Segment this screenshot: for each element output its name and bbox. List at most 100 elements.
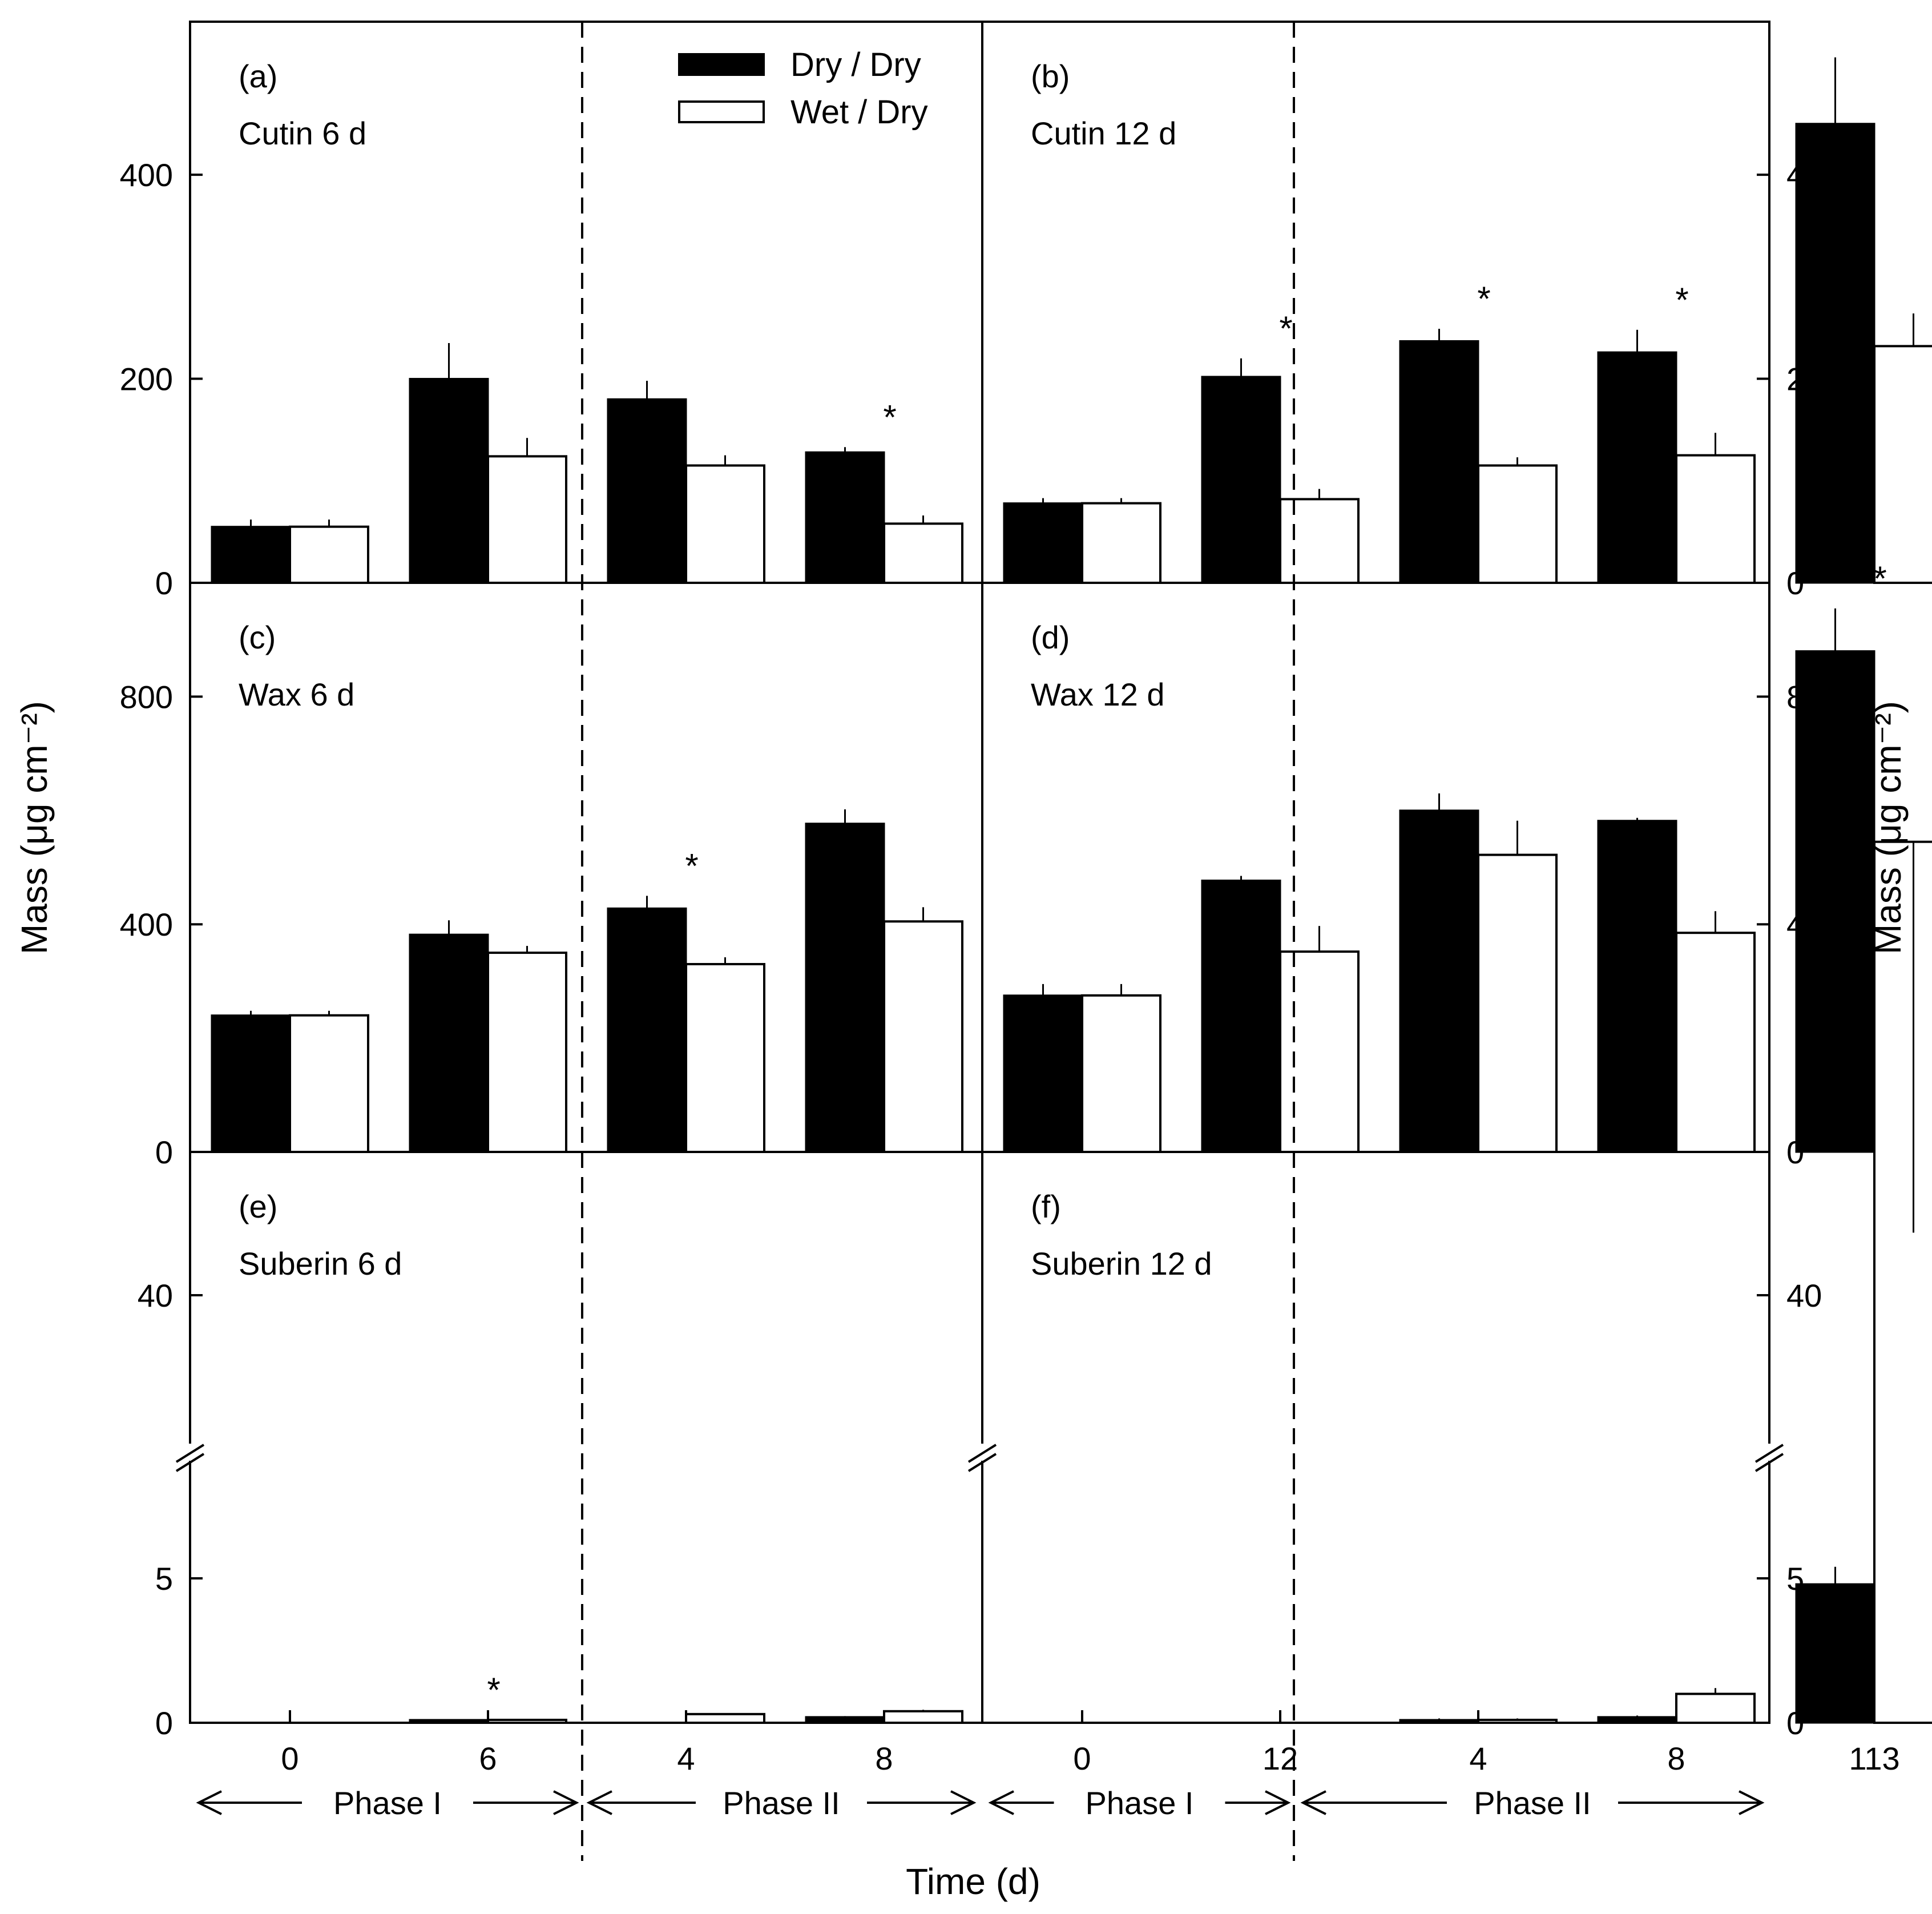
phase-arrowhead-left <box>1300 1790 1326 1815</box>
phase-label: Phase I <box>333 1785 442 1821</box>
bar-wet-dry <box>685 464 765 584</box>
phase-arrowhead-right <box>950 1790 977 1815</box>
x-tick-label: 0 <box>1073 1740 1091 1776</box>
panel-title: Cutin 12 d <box>1031 115 1176 151</box>
x-axis-title: Time (d) <box>906 1861 1040 1902</box>
panel-e: * (e) Suberin 6 d <box>239 1188 963 1724</box>
phase-arrowhead-left <box>196 1790 222 1815</box>
x-tick-label: 4 <box>677 1740 695 1776</box>
y-tick-label-left: 0 <box>155 1134 173 1170</box>
plot-frame <box>189 21 1770 1724</box>
panel-label: (d) <box>1031 619 1070 655</box>
bar-dry-dry <box>211 1014 291 1153</box>
bar-dry-dry <box>1399 340 1479 584</box>
bar-dry-dry <box>409 378 489 584</box>
bar-dry-dry <box>1003 502 1083 584</box>
significance-marker: * <box>1675 281 1688 319</box>
axis-break-mark <box>1754 1444 1784 1463</box>
x-tick-label: 0 <box>281 1740 299 1776</box>
significance-marker: * <box>685 847 698 885</box>
bar-dry-dry <box>1399 809 1479 1153</box>
phase-arrowhead-right <box>1739 1790 1765 1815</box>
bar-dry-dry <box>607 398 687 584</box>
legend: Dry / Dry Wet / Dry <box>678 46 928 131</box>
legend-swatch-dry-dry <box>678 53 765 76</box>
bar-wet-dry <box>883 920 963 1153</box>
phase-arrowhead-right <box>1265 1790 1291 1815</box>
panel-label: (f) <box>1031 1188 1061 1224</box>
panel-title: Suberin 12 d <box>1031 1246 1212 1282</box>
legend-label-dry-dry: Dry / Dry <box>790 46 921 83</box>
panel-label: (c) <box>239 619 276 655</box>
bar-wet-dry <box>289 525 369 585</box>
x-tick-label: 12 <box>1263 1740 1298 1776</box>
y-tick-label-right: 5 <box>1786 1561 1804 1597</box>
significance-marker: * <box>1873 559 1886 598</box>
panels-layer: * (a) Cutin 6 d * * * (b) Cutin 12 d * (c) Wax 6 d… <box>211 57 1932 1724</box>
phase-arrowhead-right <box>553 1790 579 1815</box>
x-tick-label: 113 <box>1849 1740 1899 1776</box>
y-tick-label-right: 400 <box>1786 157 1840 193</box>
significance-marker: * <box>883 398 896 436</box>
bar-wet-dry <box>1675 454 1756 584</box>
bar-wet-dry <box>487 952 567 1154</box>
bottom-layer: 0 6 4 8 0 12 4 8 113 Phase I Phase II Phase I Phase … <box>196 1710 1900 1821</box>
y-tick-label-right: 800 <box>1786 679 1840 715</box>
axis-break-mark <box>967 1444 997 1463</box>
y-axis-title-left: Mass (μg cm⁻²) <box>14 701 55 954</box>
bar-wet-dry <box>1477 853 1558 1154</box>
panel-title: Wax 12 d <box>1031 676 1164 712</box>
phase-label: Phase II <box>1474 1785 1591 1821</box>
y-tick-label-right: 40 <box>1786 1278 1822 1313</box>
bar-wet-dry <box>1477 464 1558 584</box>
bar-dry-dry <box>1597 820 1677 1153</box>
panel-title: Wax 6 d <box>239 676 354 712</box>
bar-dry-dry <box>1201 879 1281 1153</box>
legend-swatch-wet-dry <box>678 100 765 123</box>
bar-wet-dry <box>1279 498 1360 585</box>
phase-label: Phase II <box>723 1785 840 1821</box>
bar-wet-dry <box>1873 840 1932 1724</box>
y-tick-label-left: 200 <box>120 361 173 397</box>
bar-wet-dry <box>289 1014 369 1153</box>
bar-dry-dry <box>607 907 687 1153</box>
phase-arrowhead-left <box>586 1790 612 1815</box>
y-tick-label-left: 0 <box>155 1705 173 1741</box>
panel-label: (b) <box>1031 58 1070 94</box>
bar-dry-dry <box>1201 376 1281 584</box>
panel-label: (a) <box>239 58 277 94</box>
bar-dry-dry <box>1795 650 1875 1153</box>
bar-dry-dry <box>211 526 291 584</box>
bar-wet-dry <box>1675 932 1756 1154</box>
panel-title: Suberin 6 d <box>239 1246 402 1282</box>
y-tick-label-right: 0 <box>1786 1705 1804 1741</box>
bar-dry-dry <box>805 823 885 1153</box>
bar-wet-dry <box>1675 1693 1756 1724</box>
significance-marker: * <box>487 1671 500 1709</box>
significance-marker: * <box>1477 280 1490 318</box>
x-tick-label: 8 <box>1667 1740 1685 1776</box>
panel-a: * (a) Cutin 6 d <box>211 58 963 585</box>
frames-layer <box>189 21 1770 1861</box>
bar-wet-dry <box>1873 345 1932 584</box>
x-tick-label: 6 <box>479 1740 497 1776</box>
bar-wet-dry <box>685 1712 765 1724</box>
bar-dry-dry <box>1597 351 1677 584</box>
x-tick-label: 8 <box>875 1740 893 1776</box>
y-tick-label-right: 200 <box>1786 361 1840 397</box>
y-tick-label-right: 0 <box>1786 565 1804 601</box>
axis-break-mark <box>967 1453 997 1472</box>
axis-break-mark <box>175 1453 205 1472</box>
panel-label: (e) <box>239 1188 277 1224</box>
bar-wet-dry <box>685 962 765 1153</box>
y-axis-title-right: Mass (μg cm⁻²) <box>1868 701 1909 954</box>
axes-layer: 0 0 200 200 400 400 0 0 400 400 800 800 0 0 5 5 40 40 <box>120 157 1840 1741</box>
y-tick-label-left: 400 <box>120 906 173 942</box>
x-tick-label: 4 <box>1469 1740 1487 1776</box>
significance-marker: * <box>1279 309 1292 348</box>
panel-b: * * * (b) Cutin 12 d <box>1003 57 1932 585</box>
y-tick-label-left: 0 <box>155 565 173 601</box>
bar-wet-dry <box>1279 950 1360 1154</box>
axis-break-mark <box>175 1444 205 1463</box>
